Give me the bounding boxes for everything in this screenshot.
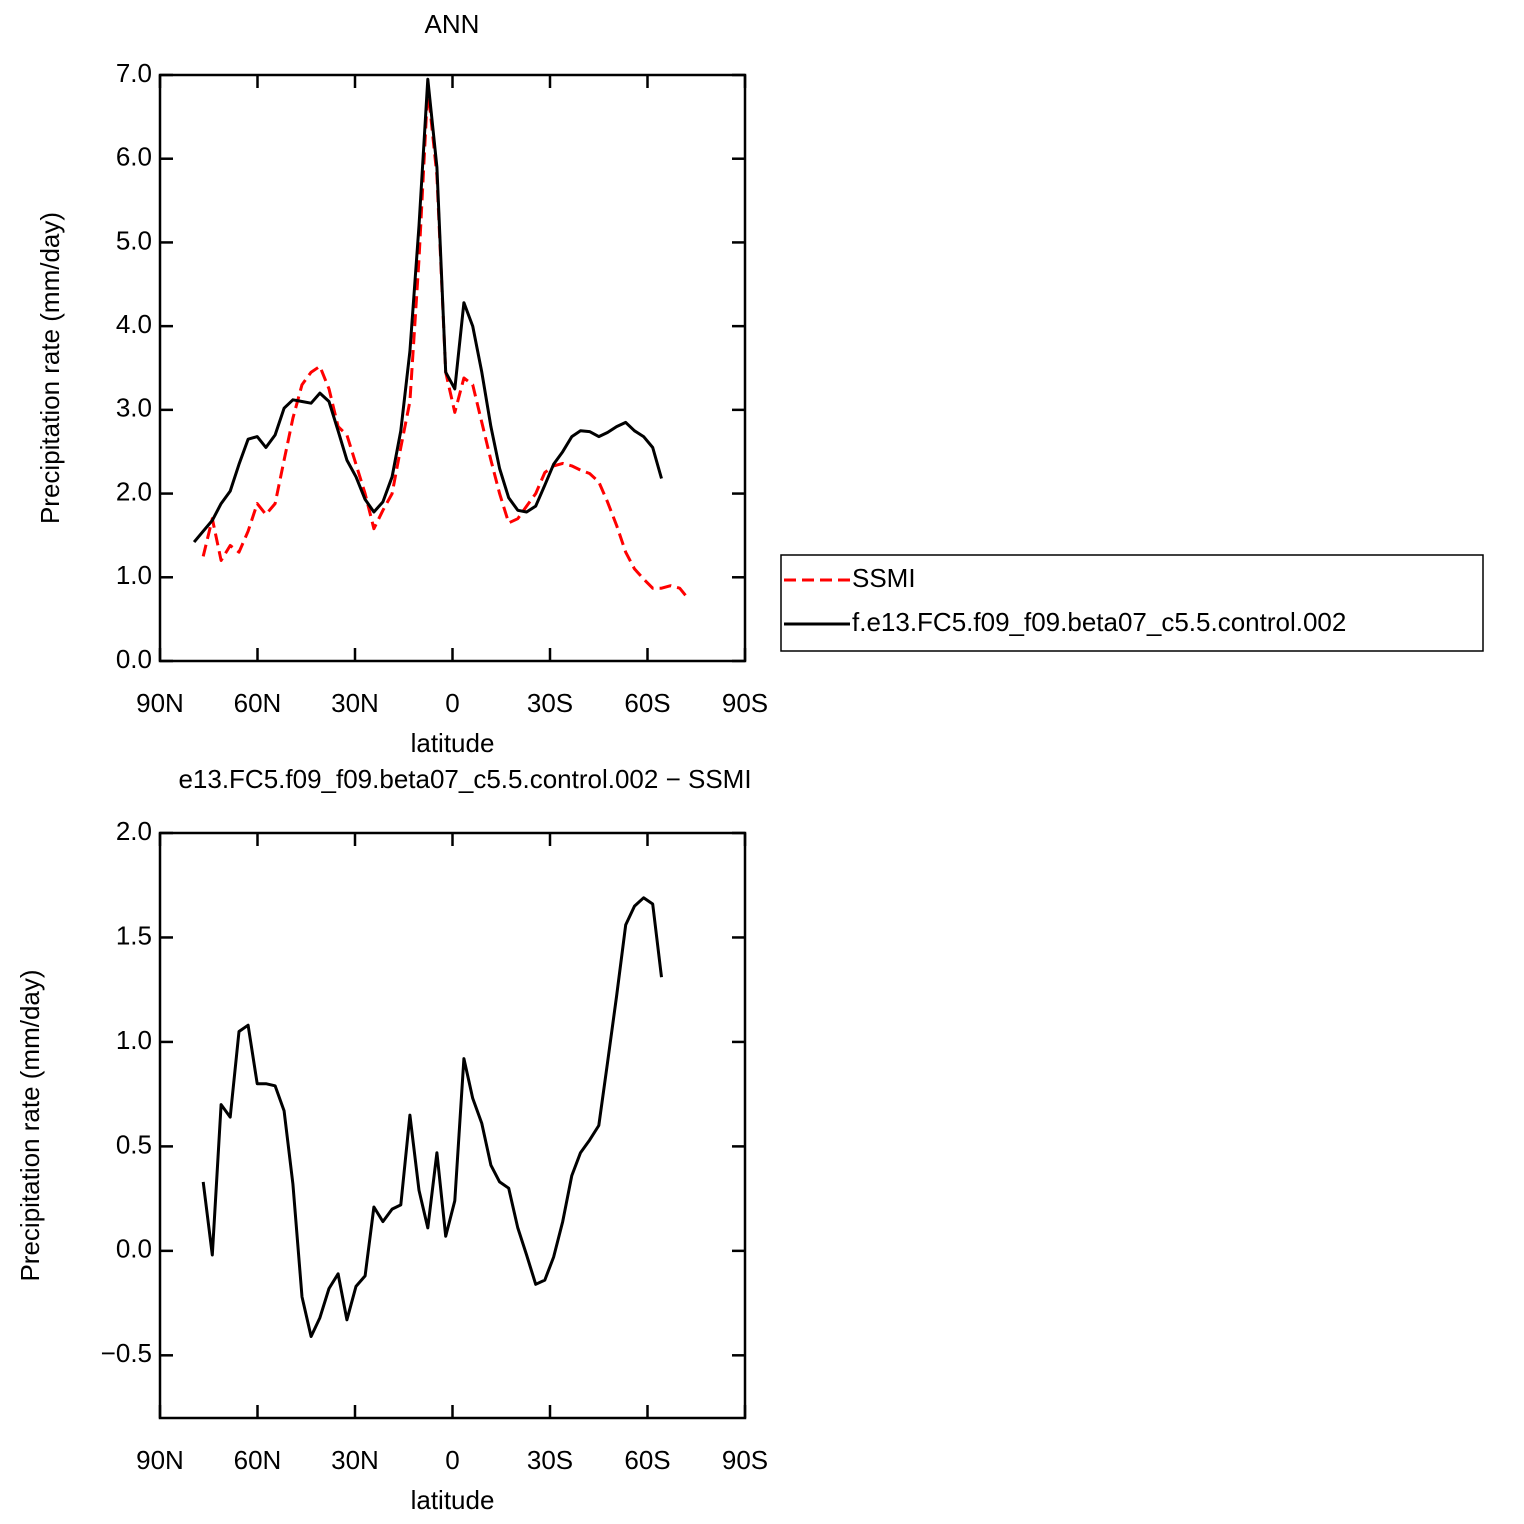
- y-tick-label: −0.5: [101, 1338, 152, 1368]
- x-tick-label: 90N: [136, 688, 184, 718]
- y-tick-label: 4.0: [116, 309, 152, 339]
- x-tick-label: 60N: [234, 1445, 282, 1475]
- x-tick-label: 60S: [624, 688, 670, 718]
- legend-label: f.e13.FC5.f09_f09.beta07_c5.5.control.00…: [852, 607, 1346, 637]
- legend-box: [780, 554, 1484, 652]
- y-tick-label: 5.0: [116, 225, 152, 255]
- y-tick-label: 3.0: [116, 393, 152, 423]
- x-tick-label: 90N: [136, 1445, 184, 1475]
- plot-frame: [158, 831, 747, 1420]
- y-tick-label: 1.0: [116, 1025, 152, 1055]
- chart-title: e13.FC5.f09_f09.beta07_c5.5.control.002 …: [178, 764, 751, 794]
- x-tick-label: 0: [445, 688, 459, 718]
- difference-line: [201, 896, 663, 1338]
- x-tick-label: 30N: [331, 1445, 379, 1475]
- x-tick-label: 60S: [624, 1445, 670, 1475]
- y-tick-label: 2.0: [116, 476, 152, 506]
- y-tick-label: 6.0: [116, 142, 152, 172]
- legend-label: SSMI: [852, 563, 916, 593]
- x-axis-label: latitude: [411, 1485, 495, 1515]
- plot-frame: [158, 73, 747, 663]
- y-tick-label: 0.0: [116, 644, 152, 674]
- x-tick-label: 60N: [234, 688, 282, 718]
- x-tick-label: 30N: [331, 688, 379, 718]
- y-tick-label: 7.0: [116, 58, 152, 88]
- chart-title: ANN: [425, 9, 480, 39]
- x-tick-label: 30S: [527, 1445, 573, 1475]
- series-line: [192, 77, 663, 544]
- x-tick-label: 30S: [527, 688, 573, 718]
- x-tick-label: 0: [445, 1445, 459, 1475]
- y-tick-label: 1.0: [116, 560, 152, 590]
- y-tick-label: 0.5: [116, 1129, 152, 1159]
- y-tick-label: 2.0: [116, 816, 152, 846]
- y-tick-label: 1.5: [116, 920, 152, 950]
- y-axis-label: Precipitation rate (mm/day): [35, 212, 65, 524]
- x-tick-label: 90S: [722, 688, 768, 718]
- y-axis-label: Precipitation rate (mm/day): [15, 969, 45, 1281]
- y-tick-label: 0.0: [116, 1234, 152, 1264]
- x-tick-label: 90S: [722, 1445, 768, 1475]
- x-axis-label: latitude: [411, 728, 495, 758]
